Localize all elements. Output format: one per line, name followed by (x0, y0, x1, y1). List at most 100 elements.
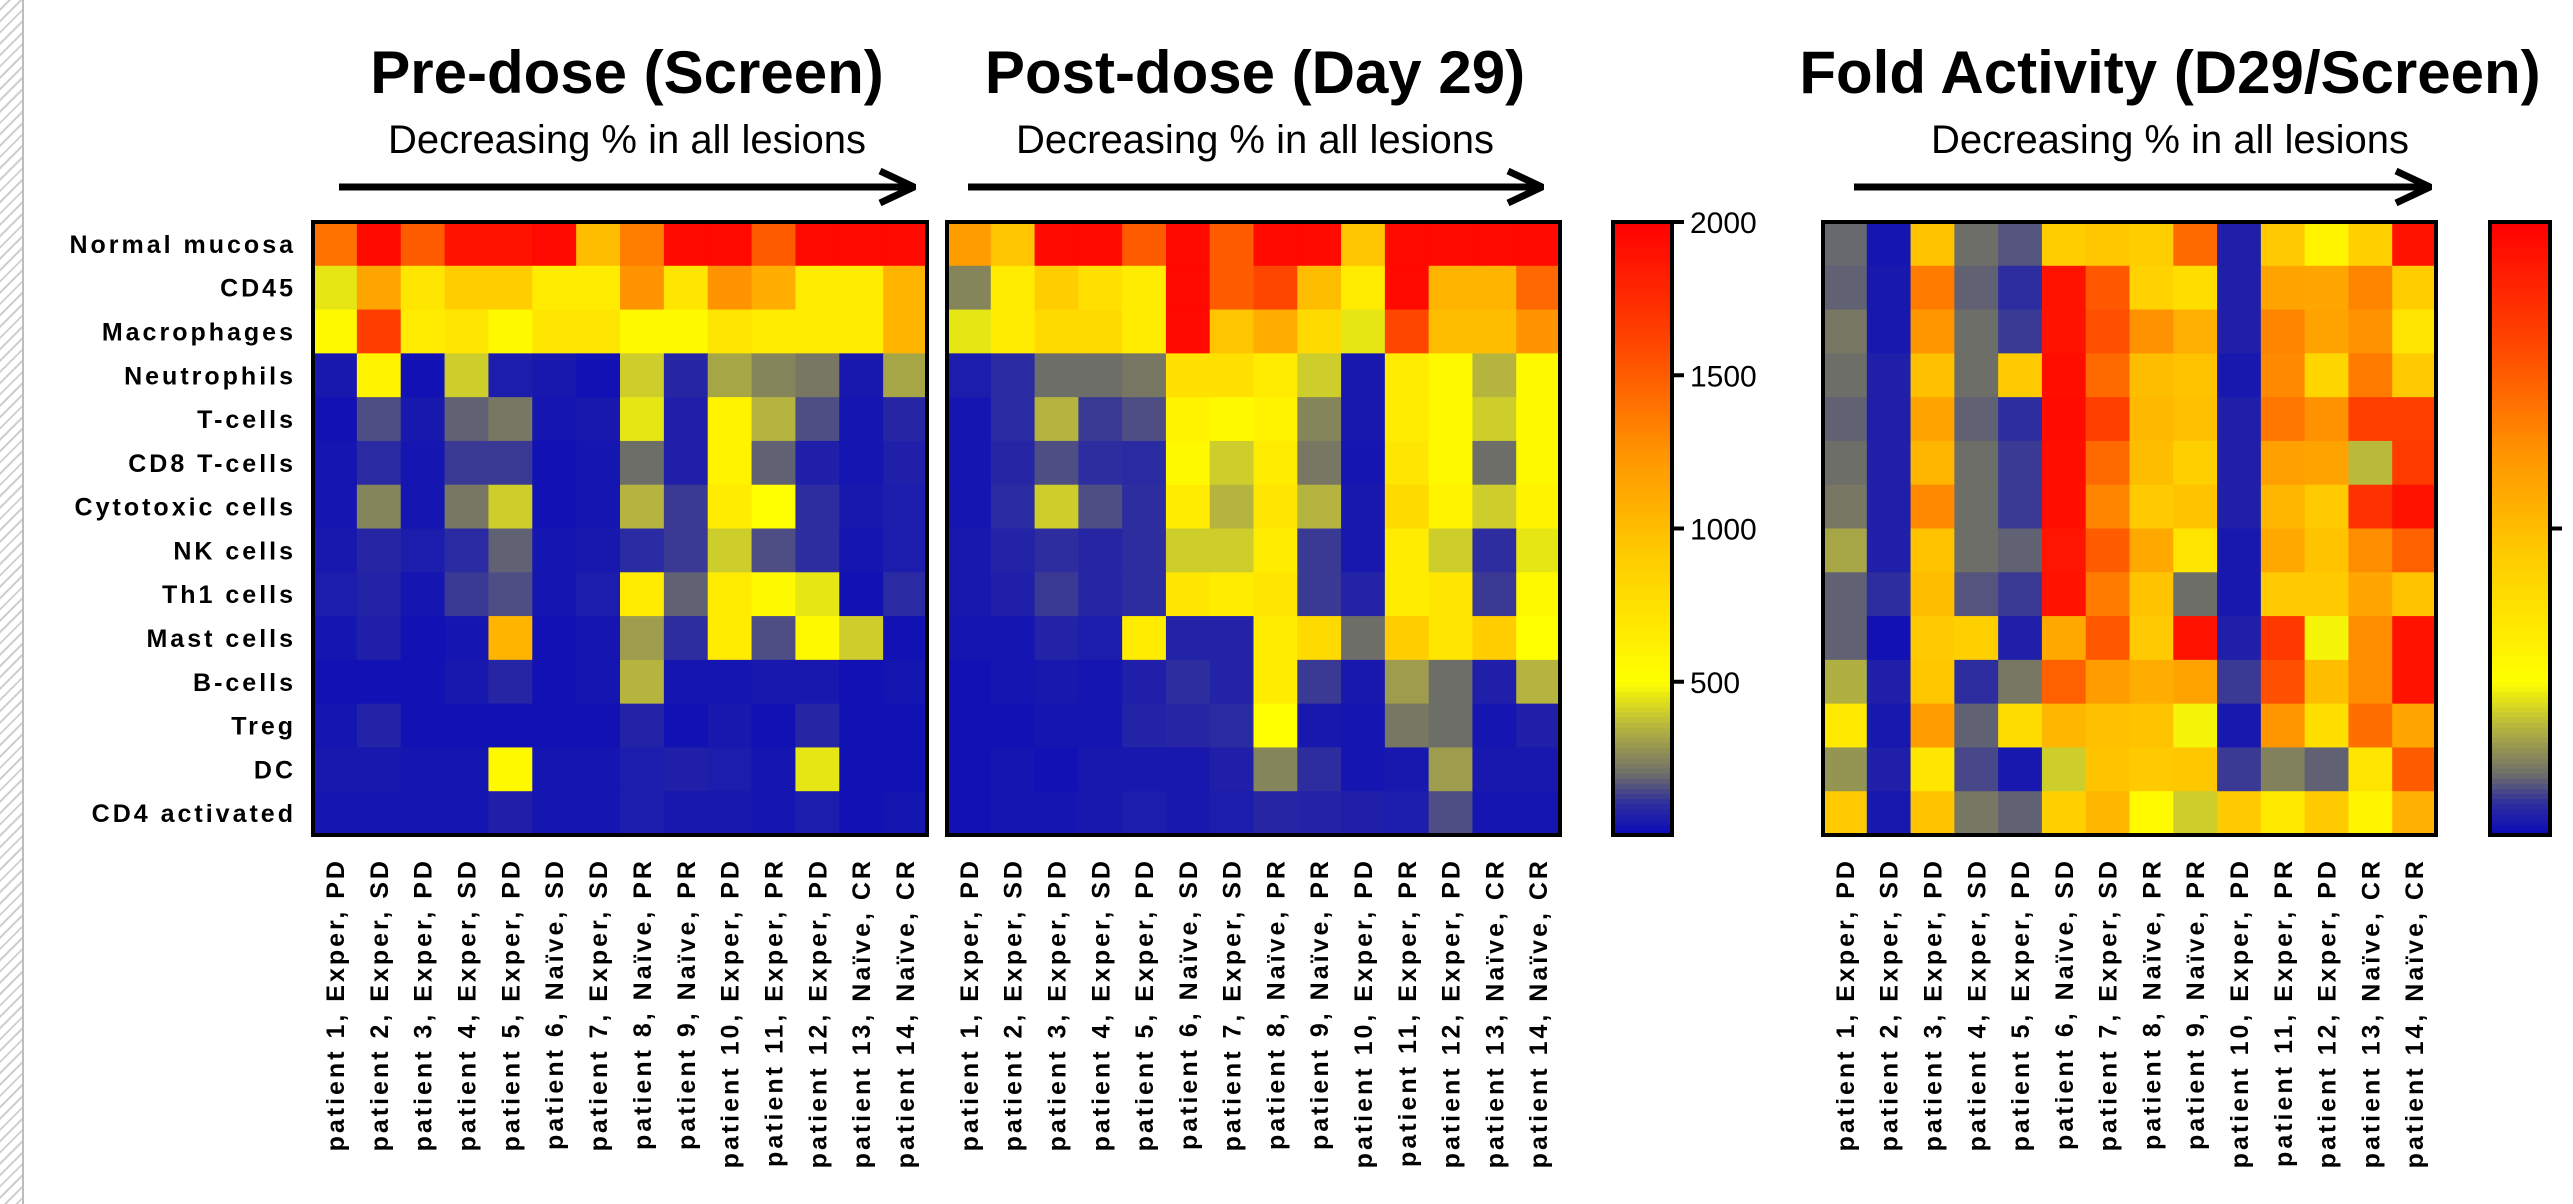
colorbar-segment (2490, 416, 2550, 422)
window-edge-hatch (0, 0, 24, 1204)
heatmap-cell (620, 747, 665, 792)
colorbar-segment (1613, 605, 1672, 611)
colorbar-segment (1613, 824, 1672, 831)
heatmap-cell (751, 440, 797, 486)
heatmap-cell (1341, 703, 1386, 749)
heatmap-cell (1297, 222, 1342, 267)
colorbar-segment (2490, 390, 2550, 397)
heatmap-cell (444, 616, 490, 661)
heatmap-cell (990, 265, 1036, 311)
heatmap-cell (1998, 222, 2043, 267)
heatmap-cell (313, 397, 358, 442)
heatmap-cell (2129, 440, 2174, 486)
heatmap-cell (751, 747, 797, 792)
colorbar-segment (2490, 354, 2550, 361)
heatmap-cell (839, 528, 884, 573)
heatmap-cell (1297, 484, 1342, 530)
heatmap-cell (2392, 397, 2437, 442)
heatmap-cell (400, 222, 446, 267)
heatmap-cell (400, 703, 446, 749)
colorbar-segment (2490, 543, 2550, 550)
row-label: DC (254, 756, 296, 784)
colorbar-tick-label: 2000 (1690, 207, 1757, 240)
colorbar-segment (1613, 416, 1672, 422)
colorbar-segment (1613, 707, 1672, 713)
heatmap-cell (1384, 703, 1430, 749)
colorbar-segment (1613, 227, 1672, 233)
colorbar-segment (2490, 497, 2550, 504)
heatmap-cell (1823, 528, 1868, 573)
colorbar-segment (1613, 513, 1672, 519)
colorbar-segment (2490, 829, 2550, 836)
heatmap-cell (1998, 397, 2043, 442)
heatmap-cell (795, 747, 840, 792)
colorbar-segment (1613, 543, 1672, 550)
heatmap-cell (532, 353, 577, 398)
heatmap-cell (620, 659, 665, 705)
colorbar-segment (1613, 763, 1672, 770)
heatmap-cell (2304, 397, 2350, 442)
heatmap-cell (620, 265, 665, 311)
heatmap-cell (663, 397, 709, 442)
heatmap-cell (356, 659, 402, 705)
heatmap-cell (1209, 747, 1255, 792)
heatmap-cell (2217, 309, 2262, 354)
heatmap-cell (356, 616, 402, 661)
heatmap-cell (2304, 440, 2350, 486)
heatmap-cell (663, 528, 709, 573)
colorbar-segment (2490, 814, 2550, 821)
heatmap-cell (1428, 309, 1474, 354)
column-label: patient 10, Exper, PD (1350, 858, 1378, 1168)
heatmap-cell (947, 309, 992, 354)
heatmap-cell (400, 528, 446, 573)
heatmap-cell (1823, 397, 1868, 442)
colorbar-segment (1613, 722, 1672, 729)
colorbar-segment (2490, 548, 2550, 555)
heatmap-cell (1078, 309, 1123, 354)
panel-title: Fold Activity (D29/Screen) (1799, 39, 2540, 106)
heatmap-cell (2173, 484, 2218, 530)
heatmap-cell (1998, 440, 2043, 486)
heatmap-cell (1910, 703, 1955, 749)
heatmap-cell (2129, 484, 2174, 530)
heatmap-cell (1516, 616, 1561, 661)
heatmap-cell (839, 747, 884, 792)
heatmap-cell (400, 397, 446, 442)
heatmap-cell (2173, 703, 2218, 749)
heatmap-cell (2260, 397, 2306, 442)
heatmap-cell (2348, 353, 2393, 398)
heatmap-cell (1516, 572, 1561, 617)
heatmap-cell (1472, 791, 1517, 836)
colorbar-segment (1613, 600, 1672, 606)
heatmap-cell (707, 397, 753, 442)
heatmap-cell (1165, 747, 1211, 792)
column-label: patient 11, Exper, PR (2270, 858, 2298, 1167)
colorbar-segment (1613, 748, 1672, 754)
heatmap-cell (356, 747, 402, 792)
colorbar-segment (2490, 758, 2550, 765)
heatmap-cell (356, 791, 402, 836)
colorbar-segment (1613, 400, 1672, 407)
heatmap-cell (1078, 528, 1123, 573)
heatmap-cell (2260, 791, 2306, 836)
colorbar-segment (1613, 222, 1672, 228)
column-label: patient 8, Naïve, PR (629, 858, 657, 1150)
heatmap-cell (2217, 747, 2262, 792)
heatmap-cell (947, 703, 992, 749)
heatmap-cell (1209, 222, 1255, 267)
colorbar-segment (2490, 411, 2550, 417)
heatmap-cell (313, 747, 358, 792)
heatmap-cell (947, 791, 992, 836)
colorbar-segment (2490, 405, 2550, 412)
colorbar-segment (1613, 717, 1672, 724)
heatmap-cell (1428, 703, 1474, 749)
colorbar-segment (1613, 462, 1672, 468)
colorbar-segment (1613, 753, 1672, 759)
heatmap-cell (532, 484, 577, 530)
heatmap-cell (1428, 659, 1474, 705)
panel-title: Post-dose (Day 29) (985, 39, 1525, 106)
heatmap-cell (620, 791, 665, 836)
heatmap-cell (883, 440, 928, 486)
heatmap-cell (1297, 616, 1342, 661)
heatmap-cell (1998, 265, 2043, 311)
